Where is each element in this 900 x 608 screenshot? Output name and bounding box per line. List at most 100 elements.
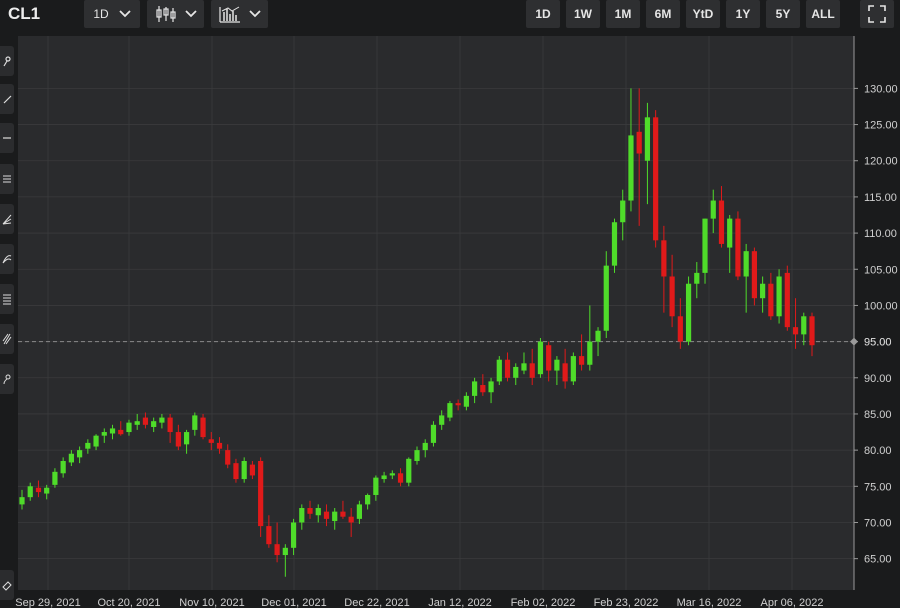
candle-body-down [768, 283, 774, 317]
indicators-dropdown[interactable] [211, 0, 268, 28]
tool-brush[interactable] [0, 364, 14, 394]
candle-body-up [496, 359, 502, 382]
candle-body-up [159, 417, 165, 423]
price-axis-labels: 65.00 70.00 75.00 80.00 85.00 90.00 95.00 100.0… [853, 36, 898, 590]
candle-body-down [784, 272, 790, 328]
candle-body-up [595, 330, 601, 342]
plot-area[interactable] [18, 36, 854, 590]
time-tick-label: Apr 06, 2022 [761, 597, 824, 608]
candle-body-up [422, 442, 428, 451]
candle-body-down [307, 508, 313, 514]
range-button-ytd[interactable]: YtD [686, 0, 720, 28]
interval-dropdown[interactable]: 1D [84, 0, 140, 28]
candle-body-down [480, 385, 486, 393]
candle-body-down [167, 417, 173, 433]
candle-body-down [118, 429, 124, 435]
candle-body-up [439, 415, 445, 425]
tool-trendline[interactable] [0, 84, 14, 114]
candle-body-up [85, 442, 91, 449]
chart-toolbar: CL1 1D 1D 1W 1M 6M YtD 1 [0, 0, 900, 34]
candle-body-up [727, 218, 733, 248]
tool-crosshair[interactable] [0, 46, 14, 76]
candle-body-down [266, 526, 272, 545]
chart-type-dropdown[interactable] [147, 0, 204, 28]
candle-body-down [175, 432, 181, 447]
time-tick-label: Oct 20, 2021 [98, 597, 161, 608]
candle-body-up [19, 497, 25, 505]
candle-body-up [570, 356, 576, 382]
range-button-6m[interactable]: 6M [646, 0, 680, 28]
fullscreen-icon [868, 5, 886, 23]
candle-body-up [702, 218, 708, 273]
candle-body-down [504, 359, 511, 378]
candle-body-down [397, 473, 404, 483]
candle-body-down [274, 544, 280, 556]
candle-body-up [537, 341, 544, 375]
candle-body-down [455, 403, 461, 406]
time-axis[interactable] [18, 590, 854, 608]
candle-body-up [60, 460, 66, 474]
price-tick-label: 105.00 [864, 264, 898, 276]
time-tick-label: Sep 29, 2021 [15, 597, 80, 608]
candle-body-down [809, 316, 815, 346]
candle-body-down [792, 327, 799, 335]
candle-body-up [282, 547, 288, 556]
candlestick-icon [155, 6, 176, 22]
range-button-5y[interactable]: 5Y [766, 0, 800, 28]
pin-icon [3, 56, 11, 67]
candle-body-up [644, 117, 651, 161]
candle-body-down [249, 464, 256, 476]
fibonacci-icon [3, 294, 11, 305]
candle-body-up [134, 421, 140, 425]
candle-body-up [44, 487, 50, 494]
drawing-toolbar [0, 34, 18, 608]
tool-eraser[interactable] [0, 570, 14, 600]
time-tick-label: Feb 23, 2022 [594, 597, 659, 608]
tool-horizontal-line[interactable] [0, 123, 14, 153]
price-tick-label: 120.00 [864, 156, 898, 168]
range-button-1m[interactable]: 1M [606, 0, 640, 28]
candle-body-up [760, 283, 766, 299]
candle-body-up [299, 508, 305, 523]
candle-body-up [332, 511, 338, 522]
candle-body-up [52, 471, 58, 485]
time-tick-label: Jan 12, 2022 [428, 597, 492, 608]
range-button-1d[interactable]: 1D [526, 0, 560, 28]
grid-lines [18, 36, 854, 590]
price-tick-label: 115.00 [864, 192, 897, 204]
range-button-1w[interactable]: 1W [566, 0, 600, 28]
price-tick-label: 80.00 [864, 445, 892, 457]
price-axis[interactable] [854, 36, 900, 608]
candle-body-up [241, 460, 247, 480]
interval-label: 1D [93, 7, 109, 21]
candle-body-down [529, 363, 535, 378]
candle-body-up [151, 421, 157, 427]
range-button-1y[interactable]: 1Y [726, 0, 760, 28]
candle-body-up [521, 363, 527, 371]
candle-body-up [406, 458, 412, 483]
tool-arc[interactable] [0, 244, 14, 274]
tool-pitchfork[interactable] [0, 324, 14, 354]
fullscreen-button[interactable] [860, 0, 894, 28]
candle-body-down [35, 487, 42, 493]
chevron-down-icon [248, 10, 261, 18]
last-price-line: 95.00 [18, 337, 892, 349]
range-button-all[interactable]: ALL [806, 0, 840, 28]
candle-body-down [636, 131, 642, 154]
tool-fibonacci[interactable] [0, 284, 14, 314]
price-tick-label: 100.00 [864, 300, 898, 312]
candlesticks [19, 88, 815, 577]
price-tick-label: 130.00 [864, 83, 898, 95]
candle-body-up [710, 200, 716, 219]
candle-body-down [677, 316, 683, 342]
tool-fan[interactable] [0, 204, 14, 234]
candle-body-up [554, 359, 560, 371]
tool-channel[interactable] [0, 164, 14, 194]
candle-body-up [463, 395, 469, 407]
candle-body-up [628, 135, 634, 201]
candle-body-down [225, 450, 231, 465]
candle-body-up [315, 508, 321, 516]
candle-body-up [801, 316, 807, 335]
chevron-down-icon [184, 10, 197, 18]
